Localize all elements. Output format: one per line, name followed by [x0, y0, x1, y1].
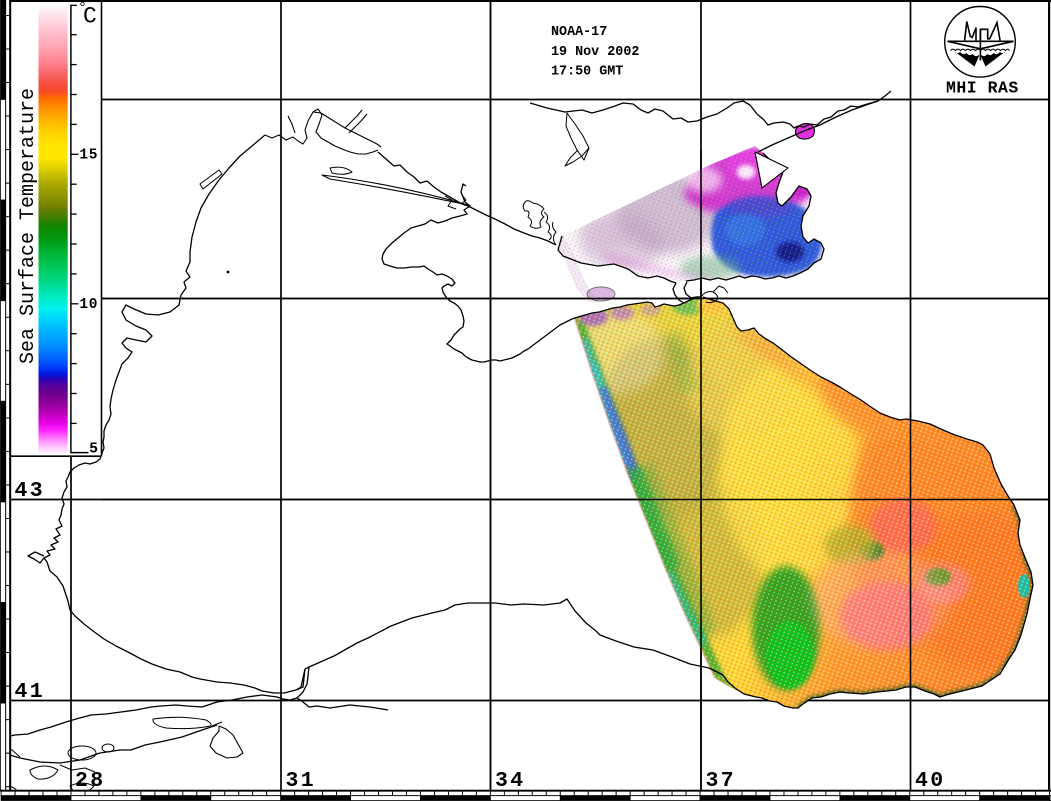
svg-text:°: ° [78, 0, 87, 17]
svg-text:37: 37 [706, 769, 737, 793]
svg-text:34: 34 [495, 769, 526, 793]
svg-text:31: 31 [286, 769, 317, 793]
svg-text:5: 5 [89, 442, 98, 458]
svg-text:MHI RAS: MHI RAS [946, 79, 1019, 98]
svg-text:Sea Surface Temperature: Sea Surface Temperature [17, 88, 40, 364]
svg-text:NOAA-17: NOAA-17 [551, 25, 607, 40]
svg-text:40: 40 [915, 769, 946, 793]
svg-text:43: 43 [15, 479, 46, 503]
svg-text:28: 28 [75, 769, 106, 793]
svg-text:41: 41 [15, 680, 46, 704]
svg-text:C: C [83, 4, 97, 30]
svg-text:10: 10 [79, 297, 98, 313]
svg-text:15: 15 [79, 148, 98, 164]
svg-text:17:50 GMT: 17:50 GMT [551, 65, 623, 80]
svg-text:19 Nov 2002: 19 Nov 2002 [551, 45, 639, 60]
